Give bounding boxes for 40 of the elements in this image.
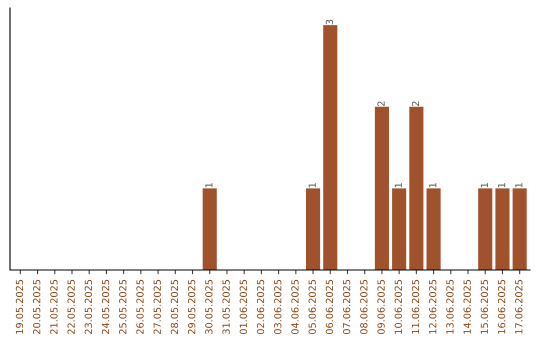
x-tick-label: 03.06.2025 bbox=[274, 280, 282, 334]
x-tick-label: 25.05.2025 bbox=[119, 280, 126, 334]
x-tick-label: 08.06.2025 bbox=[360, 280, 368, 334]
data-label: 1 bbox=[394, 183, 402, 188]
data-label: 1 bbox=[429, 183, 436, 188]
x-tick-label: 04.06.2025 bbox=[291, 280, 299, 334]
x-tick-label: 19.05.2025 bbox=[16, 280, 24, 334]
x-tick-label: 02.06.2025 bbox=[256, 280, 264, 334]
x-tick-label: 24.05.2025 bbox=[102, 280, 110, 334]
x-tick-label: 30.05.2025 bbox=[205, 280, 213, 334]
x-tick-label: 27.05.2025 bbox=[154, 280, 161, 334]
data-label: 1 bbox=[515, 183, 522, 188]
data-label: 1 bbox=[205, 183, 212, 188]
x-tick-label: 23.05.2025 bbox=[84, 280, 92, 334]
x-tick-label: 17.06.2025 bbox=[515, 280, 522, 334]
x-tick-label: 31.05.2025 bbox=[222, 280, 230, 334]
x-tick-label: 10.06.2025 bbox=[394, 280, 402, 334]
x-tick-label: 01.06.2025 bbox=[240, 280, 247, 334]
x-tick-label: 14.06.2025 bbox=[463, 280, 471, 334]
x-tick-label: 11.06.2025 bbox=[412, 280, 420, 334]
data-label: 2 bbox=[412, 102, 420, 106]
x-tick-label: 21.05.2025 bbox=[50, 280, 58, 334]
data-label: 1 bbox=[498, 183, 506, 188]
x-tick-label: 05.06.2025 bbox=[308, 280, 316, 334]
x-tick-label: 26.05.2025 bbox=[136, 280, 144, 334]
x-tick-label: 15.06.2025 bbox=[480, 280, 488, 334]
x-tick-label: 22.05.2025 bbox=[67, 280, 75, 334]
x-tick-label: 09.06.2025 bbox=[377, 280, 385, 334]
x-tick-label: 29.05.2025 bbox=[188, 280, 196, 334]
x-tick-label: 28.05.2025 bbox=[170, 280, 178, 334]
x-tick-label: 12.06.2025 bbox=[429, 280, 436, 334]
data-label: 1 bbox=[308, 183, 316, 188]
x-tick-label: 20.05.2025 bbox=[33, 280, 40, 334]
data-label: 1 bbox=[480, 183, 488, 188]
data-label: 3 bbox=[326, 20, 334, 24]
x-tick-label: 06.06.2025 bbox=[326, 280, 334, 334]
x-tick-label: 16.06.2025 bbox=[498, 280, 506, 334]
x-tick-label: 07.06.2025 bbox=[342, 280, 350, 334]
x-tick-label: 13.06.2025 bbox=[446, 280, 454, 334]
data-label: 2 bbox=[377, 102, 385, 106]
